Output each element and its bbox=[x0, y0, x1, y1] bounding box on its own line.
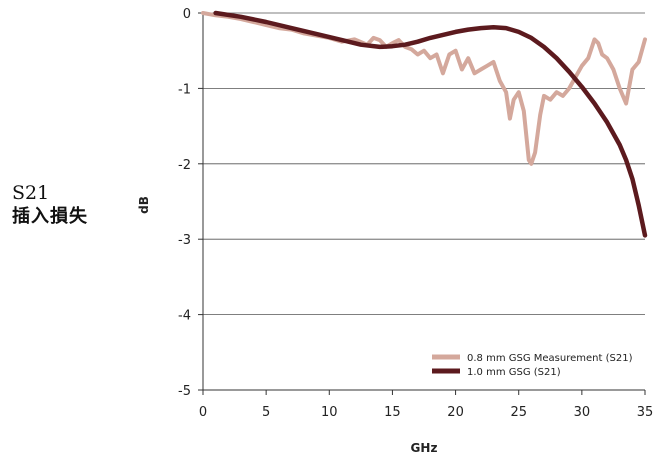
x-tick-label: 5 bbox=[262, 405, 270, 420]
y-ticks: 0 -1 -2 -3 -4 -5 bbox=[178, 7, 203, 399]
x-ticks: 0 5 10 15 20 25 30 35 bbox=[199, 390, 653, 420]
legend-label: 0.8 mm GSG Measurement (S21) bbox=[467, 353, 633, 364]
x-tick-label: 25 bbox=[510, 405, 527, 420]
series-line-gsg bbox=[213, 10, 648, 238]
x-tick-label: 30 bbox=[574, 405, 591, 420]
y-tick-label: -2 bbox=[178, 158, 191, 173]
y-tick-label: -4 bbox=[178, 309, 191, 324]
grid bbox=[203, 12, 645, 316]
side-label: S21 插入損失 bbox=[12, 181, 88, 229]
y-axis-label: dB bbox=[137, 196, 151, 214]
x-tick-label: 0 bbox=[199, 405, 207, 420]
y-tick-label: -1 bbox=[178, 82, 191, 97]
legend-label: 1.0 mm GSG (S21) bbox=[467, 367, 561, 378]
side-label-line2: 插入損失 bbox=[12, 206, 88, 227]
side-label-line1: S21 bbox=[12, 182, 50, 204]
x-tick-label: 10 bbox=[321, 405, 338, 420]
series bbox=[201, 10, 648, 238]
y-tick-label: 0 bbox=[183, 7, 191, 22]
x-tick-label: 35 bbox=[637, 405, 653, 420]
legend: 0.8 mm GSG Measurement (S21) 1.0 mm GSG (… bbox=[432, 353, 633, 378]
y-tick-label: -5 bbox=[178, 384, 191, 399]
x-tick-label: 20 bbox=[447, 405, 464, 420]
y-tick-label: -3 bbox=[178, 233, 191, 248]
axes bbox=[202, 13, 645, 391]
x-axis-label: GHz bbox=[411, 441, 438, 455]
x-tick-label: 15 bbox=[384, 405, 401, 420]
